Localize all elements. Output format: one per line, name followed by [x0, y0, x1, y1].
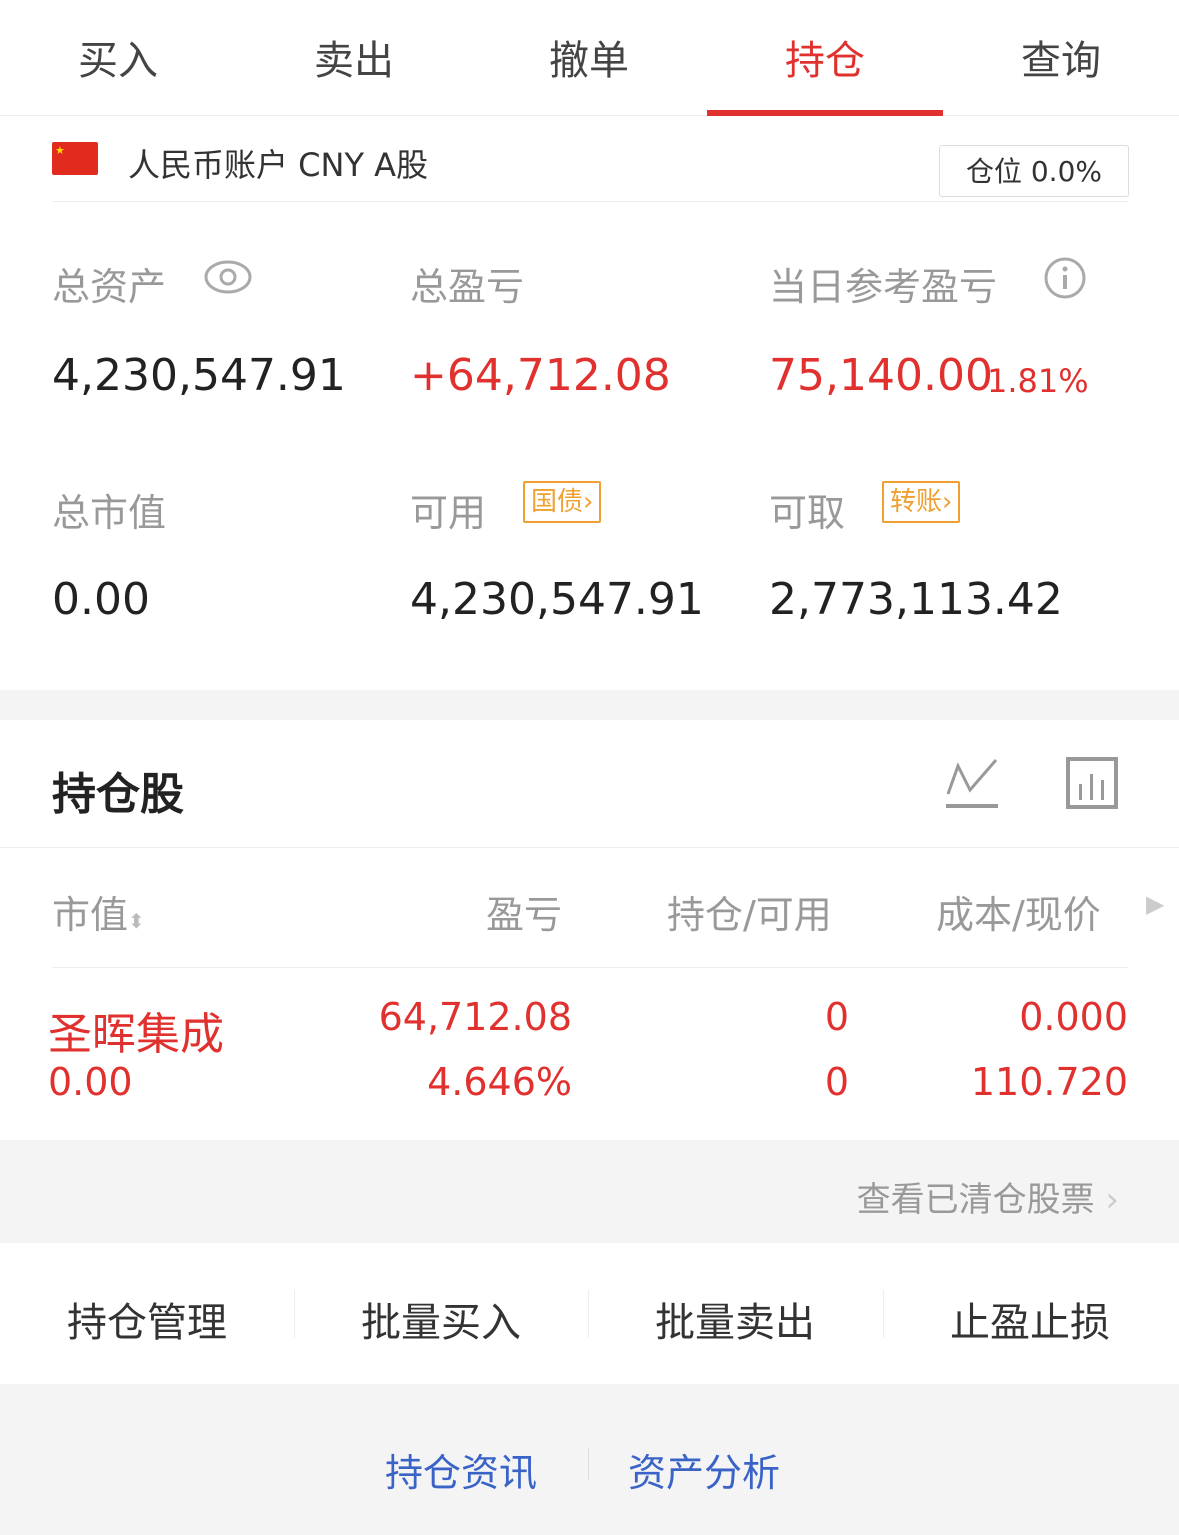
- withdrawable-label: 可取: [769, 491, 846, 535]
- daily-pnl-label: 当日参考盈亏: [769, 265, 998, 309]
- divider: [0, 847, 1179, 848]
- withdrawable-value: 2,773,113.42: [769, 574, 1063, 625]
- view-cleared-stocks-link[interactable]: 查看已清仓股票 ›: [857, 1172, 1119, 1221]
- tab-sell[interactable]: 卖出: [314, 38, 394, 84]
- bar-chart-icon[interactable]: [1065, 756, 1121, 810]
- section-gap: [0, 690, 1179, 720]
- divider: [588, 1290, 589, 1338]
- column-position: 持仓/可用: [667, 893, 832, 937]
- column-market-value[interactable]: 市值⬍: [52, 884, 145, 939]
- chevron-right-icon: ›: [1105, 1180, 1119, 1220]
- chevron-right-icon: ›: [583, 487, 594, 517]
- market-value-label: 总市值: [52, 491, 167, 535]
- cleared-label: 查看已清仓股票: [856, 1180, 1095, 1220]
- total-pnl-value: +64,712.08: [410, 350, 671, 401]
- available-value: 4,230,547.91: [410, 574, 704, 625]
- position-ratio-button[interactable]: 仓位 0.0%: [939, 145, 1129, 197]
- stock-available: 0: [824, 1060, 849, 1104]
- daily-pnl-value: 75,140.00: [769, 350, 993, 401]
- holdings-title: 持仓股: [52, 769, 184, 820]
- tab-cancel[interactable]: 撤单: [549, 38, 629, 84]
- china-flag-icon: [52, 142, 98, 175]
- tab-query[interactable]: 查询: [1021, 38, 1101, 84]
- eye-icon[interactable]: [203, 258, 253, 296]
- batch-buy-button[interactable]: 批量买入: [361, 1300, 521, 1346]
- divider: [52, 201, 1128, 202]
- divider: [883, 1290, 884, 1338]
- top-tabs: 买入 卖出 撤单 持仓 查询: [0, 0, 1179, 116]
- divider: [588, 1448, 589, 1480]
- stock-cost: 0.000: [1019, 995, 1128, 1039]
- stop-profit-loss-button[interactable]: 止盈止损: [950, 1300, 1110, 1346]
- asset-analysis-link[interactable]: 资产分析: [628, 1451, 781, 1495]
- stock-pnl-percent: 4.646%: [427, 1060, 572, 1104]
- stock-pnl: 64,712.08: [378, 995, 572, 1039]
- column-cost-price: 成本/现价: [936, 893, 1101, 937]
- stock-market-value: 0.00: [48, 1060, 133, 1104]
- treasury-bond-button[interactable]: 国债›: [523, 481, 602, 523]
- info-icon[interactable]: [1043, 256, 1087, 300]
- stock-price: 110.720: [970, 1060, 1128, 1104]
- tab-buy[interactable]: 买入: [78, 38, 158, 84]
- active-tab-indicator: [707, 110, 943, 116]
- daily-pnl-percent: 1.81%: [987, 362, 1089, 400]
- stock-position: 0: [824, 995, 849, 1039]
- line-chart-icon[interactable]: [944, 756, 1000, 810]
- total-assets-label: 总资产: [52, 265, 167, 309]
- total-assets-value: 4,230,547.91: [52, 350, 346, 401]
- column-pnl: 盈亏: [486, 893, 563, 937]
- holdings-news-link[interactable]: 持仓资讯: [385, 1451, 538, 1495]
- footer: [0, 1384, 1179, 1535]
- account-name: 人民币账户 CNY A股: [128, 146, 429, 184]
- total-pnl-label: 总盈亏: [410, 265, 525, 309]
- transfer-label: 转账: [890, 487, 943, 517]
- sort-icon: ⬍: [128, 909, 145, 933]
- market-value: 0.00: [52, 574, 150, 625]
- treasury-bond-label: 国债: [531, 487, 584, 517]
- tab-holdings[interactable]: 持仓: [785, 38, 865, 84]
- divider: [52, 967, 1128, 968]
- available-label: 可用: [410, 491, 487, 535]
- chevron-right-icon: ›: [942, 487, 953, 517]
- position-management-button[interactable]: 持仓管理: [67, 1300, 227, 1346]
- column-label: 市值: [52, 893, 129, 937]
- transfer-button[interactable]: 转账›: [882, 481, 961, 523]
- cleared-section: [0, 1140, 1179, 1243]
- divider: [294, 1290, 295, 1338]
- stock-name: 圣晖集成: [48, 1009, 224, 1060]
- batch-sell-button[interactable]: 批量卖出: [655, 1300, 815, 1346]
- scroll-right-icon[interactable]: ▶: [1146, 890, 1165, 918]
